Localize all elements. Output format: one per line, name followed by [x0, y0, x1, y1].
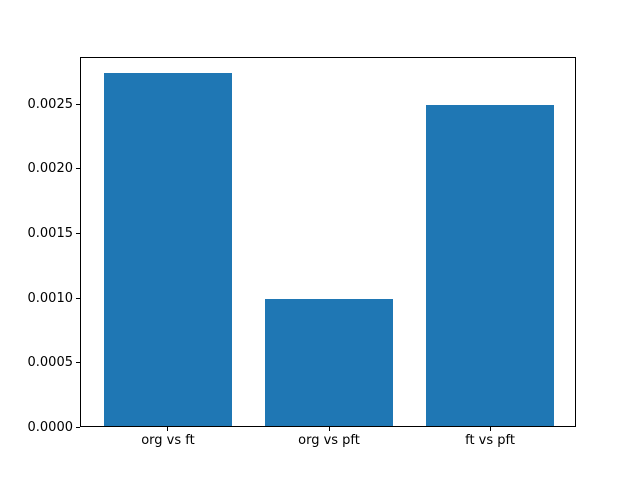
y-tick-label: 0.0025	[27, 96, 74, 112]
y-tick-mark	[76, 427, 80, 428]
y-tick-mark	[76, 362, 80, 364]
y-tick-label: 0.0010	[27, 290, 74, 306]
y-tick-label: 0.0015	[27, 225, 74, 241]
y-tick-mark	[76, 232, 80, 234]
x-tick-mark	[489, 427, 491, 431]
x-tick-mark	[328, 427, 330, 431]
y-tick-label: 0.0005	[27, 355, 74, 371]
y-tick-label: 0.0020	[27, 161, 74, 177]
x-tick-label: org vs ft	[141, 433, 195, 448]
bar	[103, 72, 233, 426]
x-tick-label: org vs pft	[298, 433, 360, 448]
x-tick-label: ft vs pft	[465, 433, 515, 448]
bar	[425, 105, 555, 426]
y-tick-mark	[76, 297, 80, 299]
y-tick-mark	[76, 103, 80, 105]
bar	[264, 299, 394, 426]
y-tick-mark	[76, 168, 80, 170]
x-tick-mark	[167, 427, 169, 431]
plot-area: org vs ft org vs pft ft vs pft 0.0000 0.0005…	[28, 57, 576, 448]
y-tick-label: 0.0000	[27, 420, 74, 435]
